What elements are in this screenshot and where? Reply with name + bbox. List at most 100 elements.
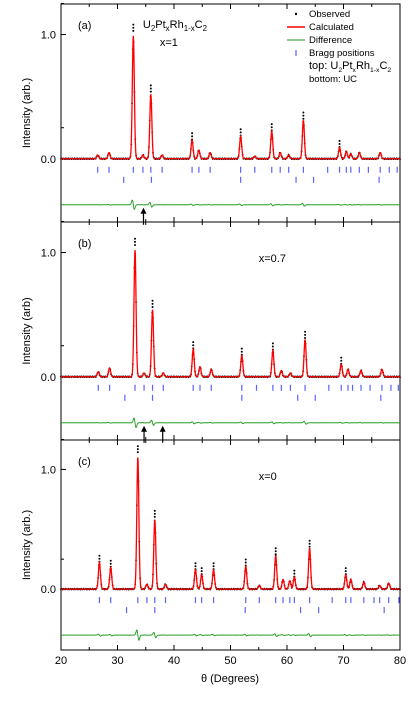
legend-observed-label: Observed [309,9,350,20]
observed-peak-point [153,512,156,515]
panel-1: 0.0 1.0 Intensity (arb.) (a) U2PtxRh1-xC2 x=1… [21,2,401,225]
observed-peak-point [304,330,307,333]
observed-peak-point [240,347,243,350]
observed-peak-point [304,333,307,336]
observed-peak-point [109,562,112,565]
difference-curve [60,629,401,641]
observed-peak-point [240,350,243,353]
legend-top-phase-label: top: U2PtxRh1-xC2 [309,60,391,74]
panel-label: (a) [78,20,91,32]
y-tick-label: 1.0 [41,30,56,42]
observed-peak-point [134,237,137,240]
observed-peak-point [136,448,139,451]
observed-peak-point [270,126,273,129]
observed-peak-point [151,302,154,305]
y-tick-label: 1.0 [41,464,56,476]
composition-label: x=0.7 [259,253,286,265]
observed-peak-point [212,562,215,565]
panels-layer: 0.0 1.0 Intensity (arb.) (a) U2PtxRh1-xC2 x=1… [21,2,406,667]
observed-peak-point [136,451,139,454]
observed-peak-point [293,572,296,575]
observed-peak-point [239,128,242,131]
observed-peak-point [151,305,154,308]
observed-peak-point [109,559,112,562]
observed-peak-point [239,131,242,134]
observed-peak-point [192,344,195,347]
panel-2: 0.0 1.0 Intensity (arb) (b) x=0.7 [21,220,401,443]
observed-peak-point [151,299,154,302]
observed-peak-point [338,139,341,142]
observed-peak-point [98,554,101,557]
observed-peak-point [98,557,101,560]
x-axis-title: θ (Degrees) [201,673,259,685]
observed-peak-point [149,90,152,93]
observed-peak-point [149,84,152,87]
x-tick-label: 20 [55,655,67,667]
observed-peak-point [274,553,277,556]
panel-label: (b) [78,238,91,250]
x-tick-label: 30 [111,655,123,667]
y-tick-label: 1.0 [41,248,56,260]
observed-peak-point [244,558,247,561]
composition-label: x=1 [160,37,178,49]
observed-peak-point [200,567,203,570]
observed-peak-point [132,29,135,32]
y-tick-label: 0.0 [41,372,56,384]
observed-peak-point [344,567,347,570]
observed-peak-point [302,117,305,120]
observed-peak-point [308,545,311,548]
observed-peak-point [271,345,274,348]
arrow-head [141,425,148,432]
y-tick-label: 0.0 [41,154,56,166]
observed-peak-point [344,570,347,573]
x-tick-label: 80 [394,655,406,667]
observed-peak-point [302,114,305,117]
panel-3: 0.0 1.0 Intensity (arb.) (c) x=0 [21,438,401,651]
legend-calculated-label: Calculated [309,22,354,33]
observed-peak-point [302,111,305,114]
observed-points [60,237,401,379]
y-axis-title: Intensity (arb.) [21,510,33,580]
observed-peak-point [340,359,343,362]
observed-peak-point [153,509,156,512]
arrow-head [159,425,166,432]
observed-peak-point [194,565,197,568]
calculated-curve [61,35,400,160]
observed-peak-point [304,337,307,340]
x-tick-label: 40 [168,655,180,667]
observed-peak-point [132,26,135,29]
observed-peak-point [194,562,197,565]
observed-peak-point [149,87,152,90]
observed-peak-point [293,569,296,572]
observed-peak-point [308,542,311,545]
observed-peak-point [274,550,277,553]
arrow-head [140,207,147,214]
compound-label: U2PtxRh1-xC2 [143,19,207,33]
y-tick-label: 0.0 [41,584,56,596]
observed-peak-point [132,23,135,26]
observed-peak-point [153,515,156,518]
difference-curve [60,199,401,210]
x-tick-label: 50 [224,655,236,667]
observed-peak-point [134,240,137,243]
observed-peak-point [270,123,273,126]
difference-curve [60,417,401,428]
observed-peak-point [191,132,194,135]
legend-bottom-phase-label: bottom: UC [309,74,357,85]
observed-peak-point [340,356,343,359]
observed-peak-point [244,561,247,564]
observed-peak-point [212,565,215,568]
x-tick-label: 70 [337,655,349,667]
observed-peak-point [338,143,341,146]
observed-peak-point [271,342,274,345]
y-axis-title: Intensity (arb) [21,297,33,364]
calculated-curve [61,249,400,378]
x-tick-label: 60 [281,655,293,667]
legend-difference-label: Difference [309,35,352,46]
observed-peak-point [191,135,194,138]
composition-label: x=0 [259,471,277,483]
y-axis-title: Intensity (arb.) [21,78,33,148]
observed-peak-point [274,547,277,550]
observed-peak-point [200,570,203,573]
